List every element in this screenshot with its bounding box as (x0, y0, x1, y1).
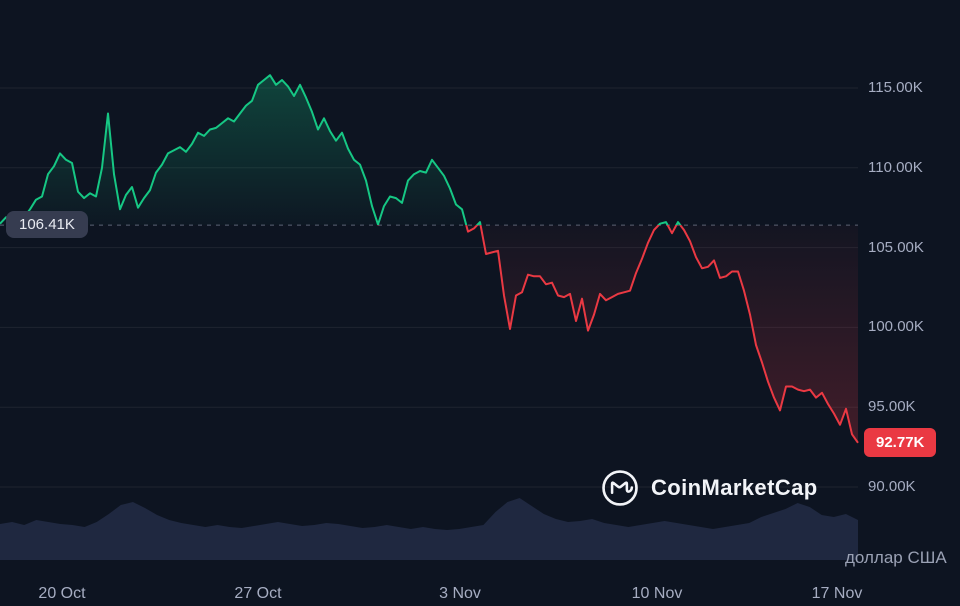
volume-area (0, 498, 858, 560)
x-axis-label: 10 Nov (631, 585, 683, 602)
currency-label: доллар США (845, 548, 947, 567)
y-axis-label: 90.00K (868, 478, 916, 495)
price-area-up (0, 75, 681, 226)
price-line-down (377, 225, 859, 444)
y-axis-label: 95.00K (868, 398, 916, 416)
x-axis-label: 17 Nov (811, 585, 863, 602)
watermark-text: CoinMarketCap (651, 475, 818, 500)
x-axis-label: 3 Nov (439, 585, 481, 602)
x-axis-label: 20 Oct (38, 585, 86, 602)
coinmarketcap-logo-icon (601, 469, 639, 507)
y-axis-label: 105.00K (868, 238, 924, 256)
y-axis-label: 100.00K (868, 318, 924, 336)
price-area-down (0, 225, 858, 443)
y-axis-label: 110.00K (868, 158, 923, 176)
price-line-up (0, 74, 682, 226)
open-price-label: 106.41K (6, 211, 88, 239)
current-price-badge: 92.77K (864, 427, 937, 457)
y-axis-label: 115.00K (868, 79, 923, 96)
x-axis-label: 27 Oct (234, 585, 282, 602)
coinmarketcap-watermark-link[interactable]: CoinMarketCap (601, 469, 818, 507)
